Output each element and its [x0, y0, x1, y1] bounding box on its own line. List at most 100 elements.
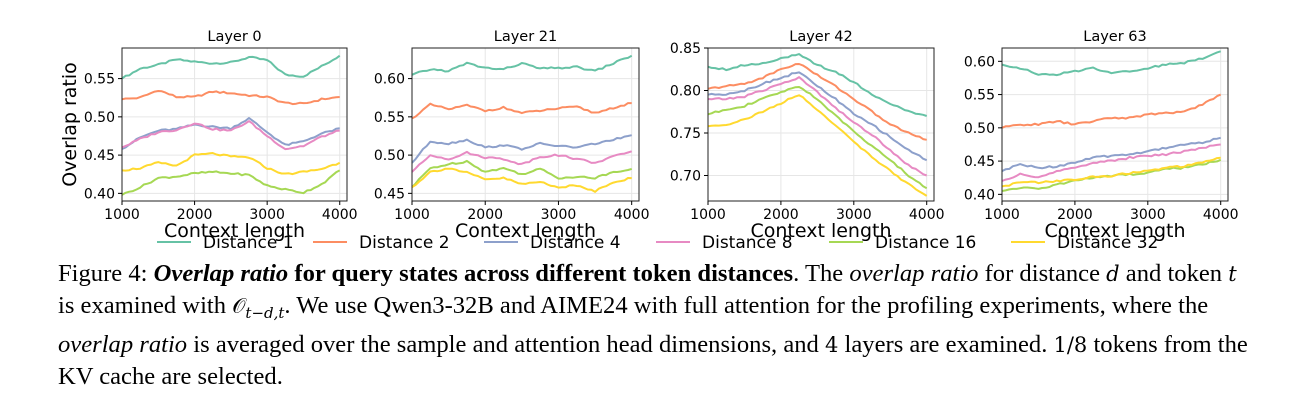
y-tick-label: 0.55 — [964, 88, 995, 104]
chart-panel-1: 1000 2000 3000 4000 0.45 0.50 0.55 0.60 Layer 21… — [374, 29, 650, 242]
y-tick-label: 0.45 — [374, 186, 405, 202]
x-tick-label: 3000 — [541, 207, 577, 223]
series-line-distance-4 — [411, 134, 632, 164]
figure-caption: Figure 4: Overlap ratio for query states… — [58, 258, 1258, 392]
y-tick-label: 0.50 — [84, 110, 115, 126]
y-tick-label: 0.60 — [374, 72, 405, 88]
x-tick-label: 4000 — [1203, 207, 1239, 223]
series-line-distance-32 — [1001, 156, 1221, 188]
caption-math-d: d — [1106, 262, 1120, 286]
series-line-distance-1 — [707, 53, 928, 117]
caption-title-rest: for query states across different token … — [294, 260, 794, 287]
x-tick-label: 2000 — [177, 207, 213, 223]
caption-text: tokens from the KV cache are selected. — [58, 331, 1248, 391]
y-tick-label: 0.50 — [374, 148, 405, 164]
chart-title: Layer 0 — [207, 29, 261, 45]
series-line-distance-16 — [411, 159, 632, 188]
x-axis-label: Context length — [1044, 220, 1185, 242]
x-tick-label: 4000 — [614, 207, 650, 223]
y-tick-label: 0.70 — [670, 169, 701, 185]
caption-text: layers are examined. — [844, 331, 1048, 359]
caption-math-4: 4 — [825, 333, 839, 358]
series-line-distance-2 — [411, 102, 632, 120]
chart-panel-3: 1000 2000 3000 4000 0.40 0.45 0.50 0.55 0.60 Laye… — [964, 29, 1239, 242]
x-tick-label: 1000 — [984, 207, 1020, 223]
x-tick-label: 1000 — [104, 207, 140, 223]
series-line-distance-16 — [707, 86, 928, 190]
y-tick-label: 0.85 — [670, 41, 701, 57]
y-tick-label: 0.45 — [84, 148, 115, 164]
plot-frame — [707, 47, 935, 202]
plot-frame — [411, 47, 640, 202]
plot-frame — [1001, 47, 1229, 202]
figure-charts: 1000 2000 3000 4000 0.40 0.45 0.50 0.55 Layer 0 C… — [59, 29, 1239, 253]
y-tick-label: 0.55 — [84, 72, 115, 88]
series-line-distance-1 — [121, 54, 341, 80]
legend-label: Distance 16 — [875, 233, 976, 253]
x-axis-label: Context length — [455, 220, 596, 242]
x-tick-label: 2000 — [467, 207, 503, 223]
x-tick-label: 3000 — [249, 207, 285, 223]
caption-math-overlap: 𝒪t−d,t — [232, 294, 285, 323]
series-line-distance-1 — [411, 54, 633, 76]
series-line-distance-8 — [411, 150, 633, 173]
y-tick-label: 0.75 — [670, 126, 701, 142]
y-tick-label: 0.55 — [374, 110, 405, 126]
y-tick-label: 0.45 — [964, 154, 995, 170]
x-tick-label: 2000 — [763, 207, 799, 223]
x-tick-label: 3000 — [1130, 207, 1166, 223]
caption-text: . — [284, 292, 291, 319]
series-line-distance-8 — [1001, 143, 1221, 182]
legend-label: Distance 1 — [203, 233, 294, 253]
series-line-distance-2 — [1001, 93, 1222, 129]
caption-text: is averaged over the sample and attentio… — [193, 331, 819, 359]
series-line-distance-16 — [121, 169, 341, 196]
x-axis-label: Context length — [750, 220, 891, 242]
y-tick-label: 0.50 — [964, 121, 995, 137]
series-line-distance-32 — [707, 94, 928, 197]
x-tick-label: 4000 — [322, 207, 358, 223]
series-line-distance-32 — [121, 152, 341, 176]
y-tick-label: 0.40 — [964, 187, 995, 203]
x-tick-label: 1000 — [394, 207, 430, 223]
series-line-distance-1 — [1001, 50, 1221, 77]
x-tick-label: 2000 — [1057, 207, 1093, 223]
legend-label: Distance 2 — [359, 233, 450, 253]
caption-text: We use Qwen3-32B and AIME24 with full at… — [296, 292, 1209, 319]
legend-label: Distance 4 — [530, 233, 621, 253]
y-tick-label: 0.60 — [964, 54, 995, 70]
caption-title-em: Overlap ratio — [153, 260, 289, 287]
caption-text: The — [804, 260, 844, 287]
legend: Distance 1 Distance 2 Distance 4 Distance 8… — [157, 233, 1158, 253]
caption-em: overlap ratio — [849, 260, 979, 287]
chart-title: Layer 63 — [1083, 29, 1147, 45]
caption-figure-label: Figure 4: — [58, 260, 148, 287]
series-line-distance-2 — [707, 63, 927, 141]
caption-text: is examined with — [58, 292, 227, 319]
chart-panel-2: 1000 2000 3000 4000 0.70 0.75 0.80 0.85 Layer 42… — [670, 29, 945, 242]
series-line-distance-8 — [707, 76, 928, 177]
legend-label: Distance 8 — [702, 233, 793, 253]
caption-text: for distance — [984, 260, 1101, 287]
caption-em: overlap ratio — [58, 331, 188, 359]
series-line-distance-4 — [1001, 136, 1221, 172]
series-line-distance-2 — [121, 90, 340, 106]
caption-math-t: t — [1228, 262, 1237, 286]
legend-label: Distance 32 — [1057, 233, 1158, 253]
caption-title-period: . — [793, 260, 800, 287]
chart-title: Layer 21 — [494, 29, 558, 45]
y-axis-label: Overlap ratio — [59, 62, 81, 187]
x-tick-label: 3000 — [836, 207, 872, 223]
caption-math-fraction: 1/8 — [1053, 333, 1088, 358]
chart-panel-0: 1000 2000 3000 4000 0.40 0.45 0.50 0.55 Layer 0 C… — [59, 29, 358, 242]
series-line-distance-4 — [707, 71, 928, 162]
series-line-distance-32 — [411, 167, 632, 193]
x-axis-label: Context length — [164, 220, 305, 242]
chart-title: Layer 42 — [789, 29, 853, 45]
x-tick-label: 4000 — [909, 207, 945, 223]
x-tick-label: 1000 — [690, 207, 726, 223]
series-line-distance-8 — [121, 120, 340, 151]
y-tick-label: 0.80 — [670, 84, 701, 100]
caption-text: and token — [1125, 260, 1223, 287]
y-tick-label: 0.40 — [84, 186, 115, 202]
